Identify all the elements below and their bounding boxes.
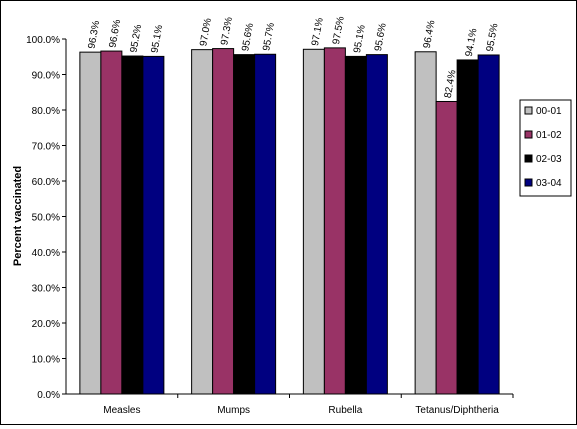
legend-label: 02-03 (536, 154, 562, 165)
y-tick-label: 80.0% (32, 106, 60, 117)
data-label: 96.4% (422, 19, 438, 49)
bar (142, 55, 165, 395)
data-label: 97.5% (331, 15, 347, 45)
y-tick-label: 60.0% (32, 177, 60, 188)
legend-swatch (524, 154, 533, 163)
y-tick-label: 40.0% (32, 248, 60, 259)
legend-label: 00-01 (536, 106, 562, 117)
data-label: 95.5% (485, 23, 501, 53)
x-tick-label: Mumps (217, 405, 250, 416)
legend-label: 03-04 (536, 178, 562, 189)
legend: 00-01 01-02 02-03 03-04 (519, 99, 572, 197)
data-label: 94.1% (464, 28, 480, 58)
bar (344, 55, 367, 395)
y-tick-label: 10.0% (32, 355, 60, 366)
bar (254, 53, 277, 395)
y-tick-label: 30.0% (32, 284, 60, 295)
data-label: 96.3% (86, 20, 102, 50)
legend-swatch (524, 130, 533, 139)
data-label: 97.1% (310, 17, 326, 47)
x-axis: Measles Mumps Rubella Tetanus/Diphtheria (103, 394, 514, 416)
legend-swatch (524, 178, 533, 187)
bar (212, 48, 235, 395)
bar (100, 50, 123, 395)
y-axis-title: Percent vaccinated (12, 166, 24, 266)
bar (79, 51, 102, 395)
y-tick-label: 70.0% (32, 142, 60, 153)
bar (302, 48, 325, 395)
y-axis: 0.0% 10.0% 20.0% 30.0% 40.0% 50.0% 60.0% 70.0% 8… (26, 35, 66, 401)
y-tick-label: 100.0% (26, 35, 60, 46)
bar (121, 55, 144, 395)
data-label: 95.6% (373, 22, 389, 52)
data-label: 95.7% (261, 22, 277, 52)
data-label: 96.6% (107, 19, 123, 49)
data-label: 95.6% (240, 22, 256, 52)
y-tick-label: 90.0% (32, 71, 60, 82)
y-tick-label: 50.0% (32, 213, 60, 224)
bar (233, 54, 256, 395)
bar (477, 54, 500, 395)
data-label: 95.1% (149, 24, 165, 54)
bar (365, 54, 388, 395)
data-label: 82.4% (443, 69, 459, 99)
x-tick-label: Measles (103, 405, 140, 416)
legend-swatch (524, 106, 533, 115)
data-labels: 96.3% 96.6% 95.2% 95.1% 97.0% 97.3% 95.6% 95.7%… (86, 15, 500, 99)
bar (435, 100, 458, 395)
bar (191, 49, 214, 395)
data-label: 97.0% (198, 17, 214, 47)
y-tick-label: 20.0% (32, 319, 60, 330)
y-tick-label: 0.0% (37, 390, 60, 401)
data-label: 95.1% (352, 24, 368, 54)
x-tick-label: Rubella (328, 405, 362, 416)
x-tick-label: Tetanus/Diphtheria (415, 405, 499, 416)
data-label: 97.3% (219, 16, 235, 46)
bar (414, 51, 437, 395)
bar (456, 59, 479, 395)
bar (323, 47, 346, 395)
data-label: 95.2% (128, 24, 144, 54)
legend-label: 01-02 (536, 130, 562, 141)
